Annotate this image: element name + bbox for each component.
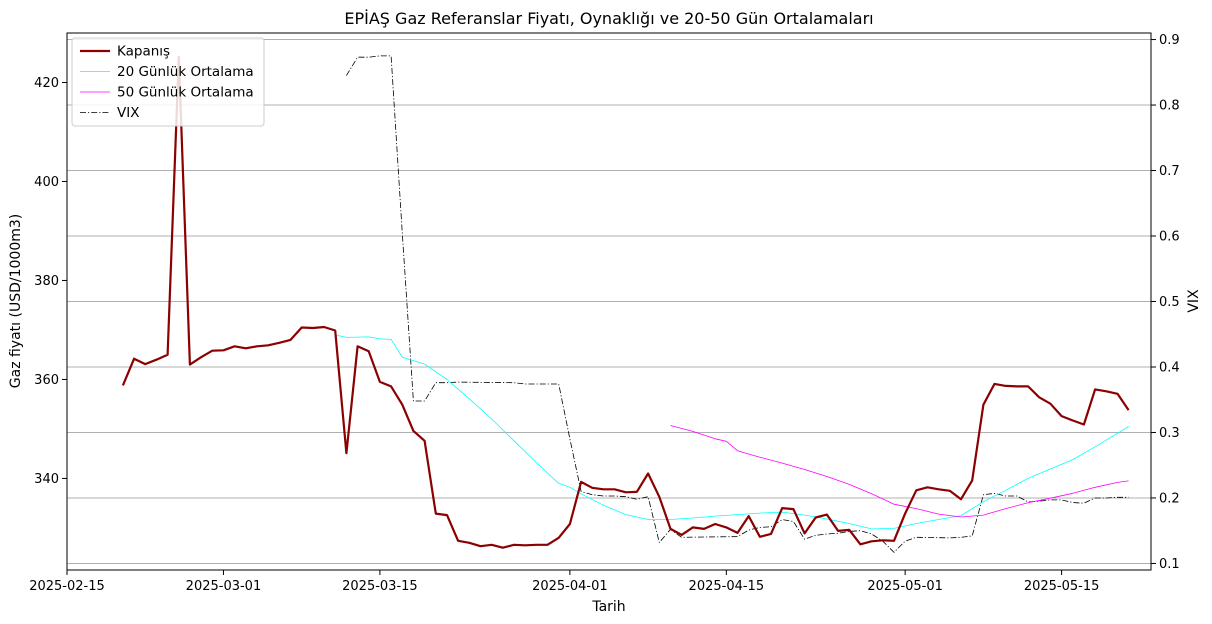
series-line-kapan	[121, 55, 1130, 549]
y-axis-title: Gaz fiyatı (USD/1000m3)	[8, 214, 24, 388]
y-tick-label: 340	[34, 472, 59, 487]
legend-frame	[71, 37, 265, 127]
y2-tick-label: 0.3	[1159, 426, 1180, 441]
x-tick-label: 2025-04-15	[689, 579, 765, 594]
series-layer	[121, 55, 1130, 553]
y2-tick-label: 0.7	[1159, 164, 1180, 179]
x-tick-label: 2025-04-01	[532, 579, 608, 594]
y2-tick-label: 0.9	[1159, 33, 1180, 48]
x-tick-label: 2025-03-01	[186, 579, 262, 594]
y-tick-label: 360	[34, 373, 59, 388]
y2-tick-label: 0.2	[1159, 491, 1180, 506]
y2-tick-label: 0.4	[1159, 360, 1180, 375]
legend-label: 20 Günlük Ortalama	[117, 64, 254, 80]
chart-title: EPİAŞ Gaz Referanslar Fiyatı, Oynaklığı …	[344, 9, 873, 28]
x-tick-label: 2025-02-15	[29, 579, 105, 594]
y-tick-label: 400	[34, 175, 59, 190]
y-tick-label: 380	[34, 274, 59, 289]
y2-axis-title: VIX	[1186, 289, 1202, 313]
legend-label: 50 Günlük Ortalama	[117, 85, 254, 101]
y-tick-label: 420	[34, 76, 59, 91]
legend-label: Kapanış	[117, 44, 170, 60]
axes-layer: 2025-02-15 2025-03-01 2025-03-15 2025-04-01…	[29, 33, 1179, 594]
series-line-20-g-nl-k-ortalama	[335, 334, 1129, 530]
y2-tick-label: 0.6	[1159, 230, 1180, 245]
legend: Kapanış 20 Günlük Ortalama 50 Günlük Ortal…	[71, 37, 265, 127]
y2-tick-label: 0.5	[1159, 295, 1180, 310]
x-axis-title: Tarih	[591, 599, 625, 615]
x-tick-label: 2025-05-01	[867, 579, 943, 594]
legend-label: VIX	[117, 105, 139, 121]
x-tick-label: 2025-05-15	[1024, 579, 1100, 594]
y2-tick-label: 0.1	[1159, 557, 1180, 572]
x-tick-label: 2025-03-15	[342, 579, 418, 594]
y2-tick-label: 0.8	[1159, 99, 1180, 114]
series-line-50-g-nl-k-ortalama	[670, 425, 1129, 518]
